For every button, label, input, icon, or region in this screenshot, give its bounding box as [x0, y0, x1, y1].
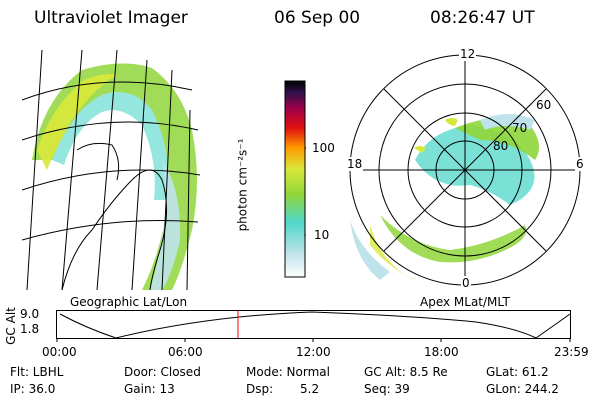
polar-aurora-plot — [349, 54, 581, 286]
time-label: 08:26:47 UT — [430, 8, 535, 28]
gc-alt-label: GC Alt: 8.5 Re — [364, 365, 448, 379]
geographic-projection-label: Geographic Lat/Lon — [70, 295, 188, 309]
mlt-label-6: 6 — [575, 157, 585, 171]
altitude-plot — [56, 310, 571, 342]
instrument-title: Ultraviolet Imager — [34, 8, 188, 28]
glat-label: GLat: 61.2 — [486, 365, 549, 379]
altitude-xtick-1200: 12:00 — [296, 345, 331, 359]
mlt-label-0: 0 — [461, 276, 471, 290]
colorbar-tick-10: 10 — [314, 228, 330, 242]
seq-label: Seq: 39 — [364, 382, 410, 396]
mlt-label-18: 18 — [346, 157, 364, 171]
filter-label: Flt: LBHL — [10, 365, 64, 379]
altitude-xtick-1800: 18:00 — [424, 345, 459, 359]
mode-label: Mode: Normal — [246, 365, 330, 379]
date-label: 06 Sep 00 — [274, 8, 361, 28]
colorbar-tick-100: 100 — [312, 141, 335, 155]
altitude-ylabel: GC Alt — [3, 307, 18, 345]
glon-label: GLon: 244.2 — [486, 382, 559, 396]
dsp-label: Dsp: — [246, 382, 274, 396]
mlt-label-12: 12 — [459, 47, 477, 61]
colorbar-unit-label: photon cm⁻²s⁻¹ — [235, 138, 250, 232]
altitude-xtick-0600: 06:00 — [168, 345, 203, 359]
geographic-aurora-image — [22, 50, 201, 290]
door-label: Door: Closed — [124, 365, 201, 379]
apex-projection-label: Apex MLat/MLT — [420, 295, 510, 309]
altitude-ytick-9: 9.0 — [20, 307, 40, 321]
altitude-xtick-2359: 23:59 — [554, 345, 589, 359]
dsp-value: 5.2 — [300, 382, 320, 396]
lat-label-70: 70 — [512, 121, 528, 135]
colorbar — [284, 80, 306, 278]
lat-label-60: 60 — [536, 98, 552, 112]
lat-label-80: 80 — [493, 139, 509, 153]
altitude-xtick-0000: 00:00 — [42, 345, 77, 359]
gain-label: Gain: 13 — [124, 382, 175, 396]
ip-label: IP: 36.0 — [10, 382, 56, 396]
altitude-ytick-1.8: 1.8 — [20, 322, 40, 336]
